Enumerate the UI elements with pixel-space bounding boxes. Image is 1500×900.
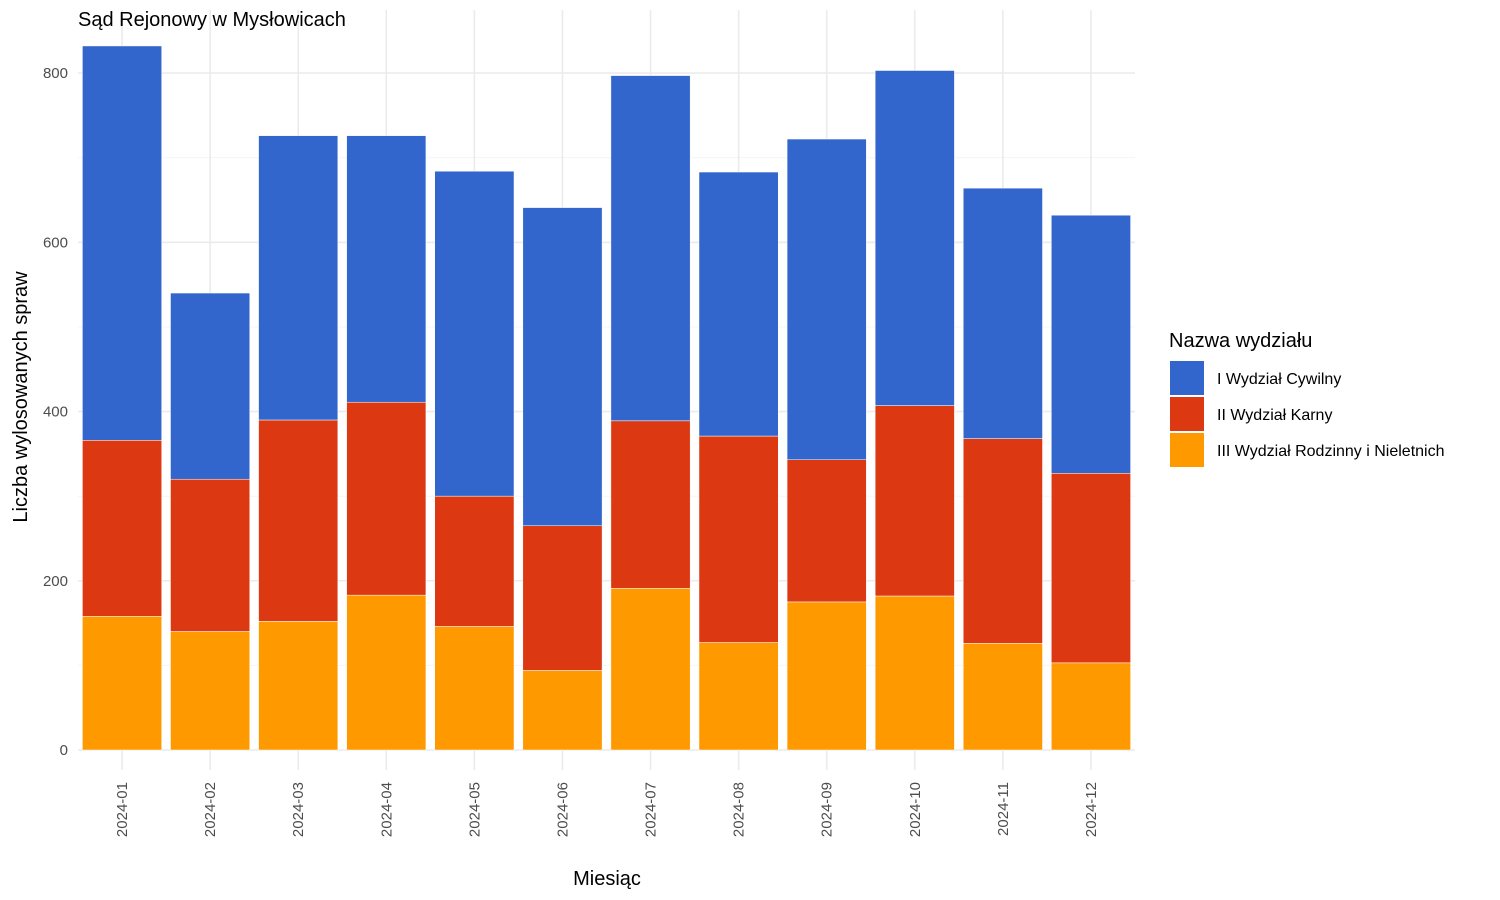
bar-segment [434, 495, 515, 627]
bar-segment [82, 440, 162, 617]
x-tick-label: 2024-12 [1083, 782, 1100, 837]
legend-swatch [1170, 433, 1204, 467]
bar-segment [610, 420, 691, 589]
bar-segment [346, 401, 427, 596]
x-tick-label: 2024-03 [290, 782, 307, 837]
bar-segment [786, 601, 867, 751]
bar-segment [434, 626, 515, 751]
bar-segment [522, 207, 603, 527]
y-tick-label: 200 [43, 573, 68, 590]
x-tick-label: 2024-01 [114, 782, 131, 837]
legend-label: I Wydział Cywilny [1217, 371, 1341, 388]
bar-segment [874, 595, 955, 751]
bar-segment [346, 594, 427, 751]
y-tick-label: 400 [43, 404, 68, 421]
bar-segment [82, 616, 162, 751]
x-tick-label: 2024-07 [643, 782, 660, 837]
x-tick-label: 2024-06 [554, 782, 571, 837]
y-tick-labels: 0 200 400 600 800 [43, 65, 68, 759]
legend-swatch [1170, 361, 1204, 395]
bar-segment [786, 459, 867, 603]
bar-segment [1051, 214, 1131, 474]
bar-segment [962, 643, 1043, 751]
bar-segment [82, 45, 162, 441]
bar-segment [1051, 662, 1131, 751]
y-tick-label: 600 [43, 234, 68, 251]
x-tick-label: 2024-02 [202, 782, 219, 837]
bar-segment [698, 642, 779, 751]
bar-segment [1051, 473, 1131, 664]
bar-segment [258, 135, 339, 421]
x-axis-title: Miesiąc [573, 868, 641, 890]
y-tick-label: 0 [60, 742, 68, 759]
chart-title: Sąd Rejonowy w Mysłowicach [78, 9, 346, 31]
x-tick-label: 2024-11 [995, 782, 1012, 836]
bar-segment [522, 525, 603, 671]
x-tick-label: 2024-08 [731, 782, 748, 837]
y-axis-title: Liczba wylosowanych spraw [10, 271, 32, 523]
bar-segment [522, 670, 603, 751]
bar-segment [434, 170, 515, 497]
bar-segment [170, 292, 251, 480]
legend: Nazwa wydziału I Wydział Cywilny II Wydzi… [1169, 330, 1445, 467]
bar-segment [170, 478, 251, 632]
y-tick-label: 800 [43, 65, 68, 82]
legend-title: Nazwa wydziału [1169, 330, 1312, 352]
bar-segment [170, 631, 251, 751]
bar-segment [874, 70, 955, 406]
bar-segment [698, 435, 779, 643]
legend-label: II Wydział Karny [1217, 407, 1332, 424]
bars [82, 45, 1131, 751]
bar-segment [258, 419, 339, 622]
bar-segment [610, 75, 691, 422]
bar-segment [610, 588, 691, 751]
bar-segment [962, 187, 1043, 439]
legend-label: III Wydział Rodzinny i Nieletnich [1217, 443, 1445, 460]
bar-segment [786, 138, 867, 461]
x-tick-label: 2024-10 [907, 782, 924, 837]
x-tick-label: 2024-04 [378, 782, 395, 837]
bar-segment [698, 171, 779, 437]
x-tick-label: 2024-09 [819, 782, 836, 837]
bar-segment [258, 621, 339, 751]
bar-segment [346, 135, 427, 403]
legend-swatch [1170, 397, 1204, 431]
x-tick-label: 2024-05 [466, 782, 483, 837]
bar-segment [874, 405, 955, 597]
bar-segment [962, 438, 1043, 644]
x-tick-labels: 2024-01 2024-02 2024-03 2024-04 2024-05 2024-… [114, 782, 1100, 837]
